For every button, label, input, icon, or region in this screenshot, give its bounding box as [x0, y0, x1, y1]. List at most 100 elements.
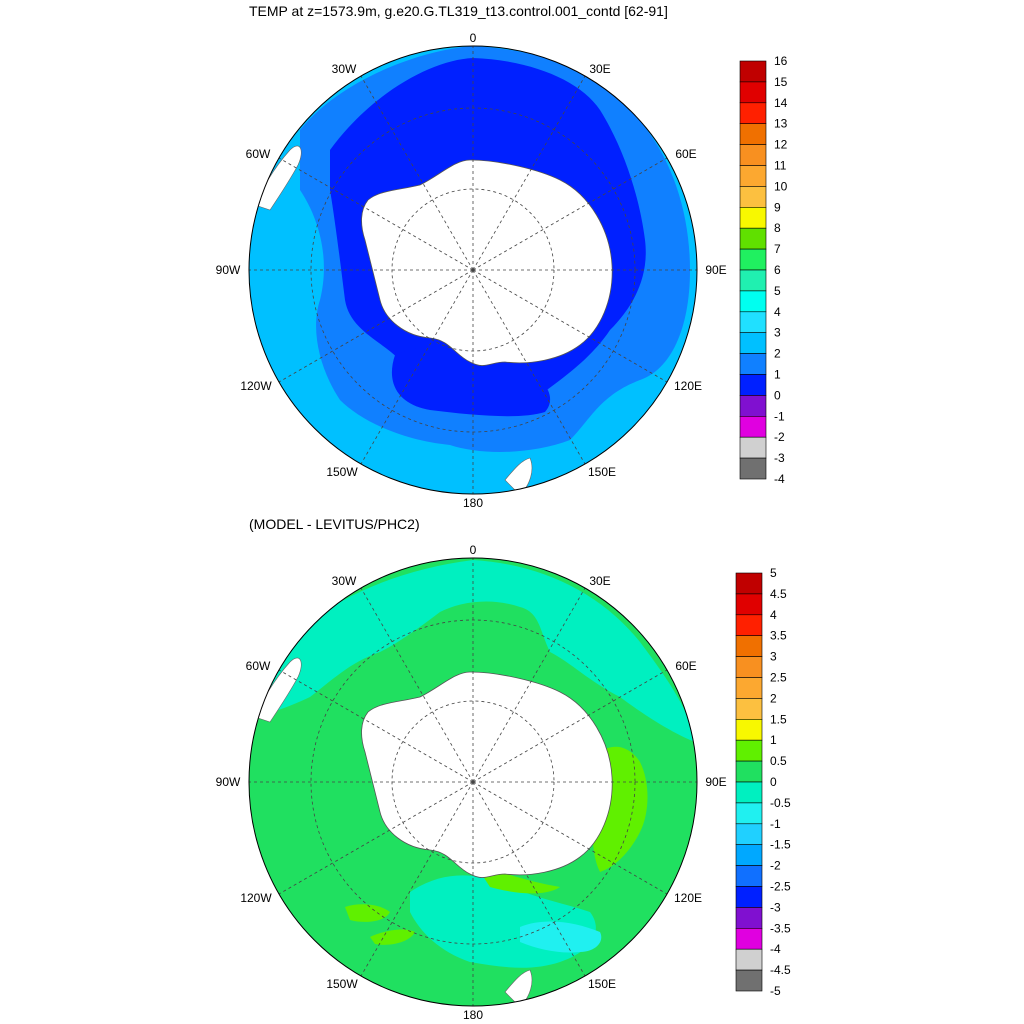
colorbar-tick-label: 11	[774, 159, 787, 173]
colorbar-swatch	[735, 614, 763, 637]
lon-label: 150E	[588, 465, 616, 479]
colorbar-swatch	[735, 865, 763, 887]
colorbar-swatch	[739, 60, 767, 83]
colorbar-swatch	[739, 165, 767, 187]
lon-label: 90E	[705, 263, 726, 277]
colorbar-tick-label: -0.5	[770, 796, 791, 810]
antarctica-land	[361, 159, 613, 366]
colorbar-swatch	[735, 739, 763, 762]
colorbar-tick-label: -4	[770, 942, 781, 956]
colorbar-tick-label: 2.5	[770, 671, 787, 685]
lon-label: 120E	[674, 891, 702, 905]
colorbar-swatch	[739, 144, 767, 166]
colorbar-swatch	[735, 572, 763, 595]
lon-label: 120W	[240, 379, 272, 393]
colorbar-swatch	[735, 781, 763, 804]
bottom-polar-map: 0 30E 60E 90E 120E 150E 180 150W 120W 90…	[216, 543, 791, 1022]
colorbar-tick-label: 3	[774, 326, 781, 340]
colorbar-tick-label: 12	[774, 138, 788, 152]
colorbar-swatch	[735, 635, 763, 657]
colorbar-tick-label: -4	[774, 472, 785, 486]
colorbar-tick-label: 13	[774, 117, 788, 131]
lon-label: 60W	[246, 147, 271, 161]
colorbar-swatch	[735, 677, 763, 699]
bottom-colorbar: 5 4.5 4 3.5 3 2.5 2 1.5 1 0.5 0 -0.5 -1 -1.5 -2 -2.5 -3 -…	[735, 566, 791, 998]
colorbar-tick-label: -3.5	[770, 921, 791, 935]
colorbar-tick-label: 15	[774, 75, 788, 89]
lon-label: 90W	[216, 263, 241, 277]
anomaly-pos-patch	[345, 904, 390, 922]
colorbar-tick-label: -2	[770, 859, 781, 873]
colorbar-swatch	[735, 656, 763, 678]
colorbar-swatch	[739, 123, 767, 145]
colorbar-tick-label: 4	[774, 305, 781, 319]
antarctica-land	[361, 671, 613, 878]
colorbar-tick-label: 5	[770, 566, 777, 580]
lon-label: 90E	[705, 775, 726, 789]
top-polar-map: 0 30E 60E 90E 120E 150E 180 150W 120W 90…	[216, 31, 788, 510]
lon-label: 30E	[589, 574, 610, 588]
colorbar-swatch	[735, 823, 763, 845]
lon-label: 180	[463, 496, 483, 510]
lon-label: 150W	[326, 465, 358, 479]
colorbar-tick-label: -5	[770, 984, 781, 998]
anomaly-neg-patch-light	[520, 921, 602, 953]
colorbar-tick-label: -3	[774, 451, 785, 465]
colorbar-swatch	[739, 436, 767, 459]
colorbar-swatch	[735, 802, 763, 825]
colorbar-tick-label: 8	[774, 221, 781, 235]
colorbar-tick-label: 2	[774, 347, 781, 361]
bottom-map-title: (MODEL - LEVITUS/PHC2)	[249, 516, 420, 532]
colorbar-tick-label: -4.5	[770, 963, 791, 977]
lon-label: 60E	[675, 147, 696, 161]
colorbar-swatch	[735, 907, 763, 929]
colorbar-tick-label: 14	[774, 96, 788, 110]
colorbar-swatch	[739, 269, 767, 292]
colorbar-tick-label: 0	[774, 388, 781, 402]
colorbar-swatch	[739, 186, 767, 208]
lon-label: 0	[470, 31, 477, 45]
colorbar-swatch	[739, 102, 767, 125]
colorbar-tick-label: -2.5	[770, 880, 791, 894]
colorbar-tick-label: 2	[770, 691, 777, 705]
ocean-0to1-lower-lobe	[391, 345, 551, 417]
colorbar-tick-label: -3	[770, 900, 781, 914]
map-boundary	[248, 557, 698, 1007]
colorbar-swatch	[735, 719, 763, 741]
colorbar-tick-label: -1	[774, 409, 785, 423]
lon-label: 60E	[675, 659, 696, 673]
colorbar-swatch	[735, 844, 763, 866]
lon-label: 30E	[589, 62, 610, 76]
colorbar-tick-label: 1	[770, 733, 777, 747]
colorbar-tick-label: 1.5	[770, 712, 787, 726]
colorbar-tick-label: 16	[774, 54, 788, 68]
colorbar-tick-label: 0.5	[770, 754, 787, 768]
lon-label: 120E	[674, 379, 702, 393]
colorbar-tick-label: -2	[774, 430, 785, 444]
lon-label: 90W	[216, 775, 241, 789]
colorbar-tick-label: -1	[770, 817, 781, 831]
lon-label: 150E	[588, 977, 616, 991]
colorbar-tick-label: 9	[774, 200, 781, 214]
colorbar-swatch	[739, 311, 767, 333]
lon-label: 60W	[246, 659, 271, 673]
colorbar-tick-label: 1	[774, 368, 781, 382]
colorbar-swatch	[739, 457, 767, 480]
colorbar-tick-label: 4	[770, 608, 777, 622]
colorbar-tick-label: 3.5	[770, 629, 787, 643]
colorbar-swatch	[739, 248, 767, 271]
colorbar-tick-label: 4.5	[770, 587, 787, 601]
colorbar-swatch	[735, 927, 763, 950]
lon-label: 30W	[332, 574, 357, 588]
colorbar-swatch	[739, 353, 767, 375]
colorbar-swatch	[739, 227, 767, 250]
lon-label: 180	[463, 1008, 483, 1022]
lon-label: 0	[470, 543, 477, 557]
colorbar-swatch	[739, 374, 767, 396]
colorbar-tick-label: -1.5	[770, 838, 791, 852]
colorbar-swatch	[739, 290, 767, 313]
colorbar-swatch	[735, 698, 763, 720]
colorbar-swatch	[735, 760, 763, 783]
colorbar-swatch	[739, 207, 767, 229]
